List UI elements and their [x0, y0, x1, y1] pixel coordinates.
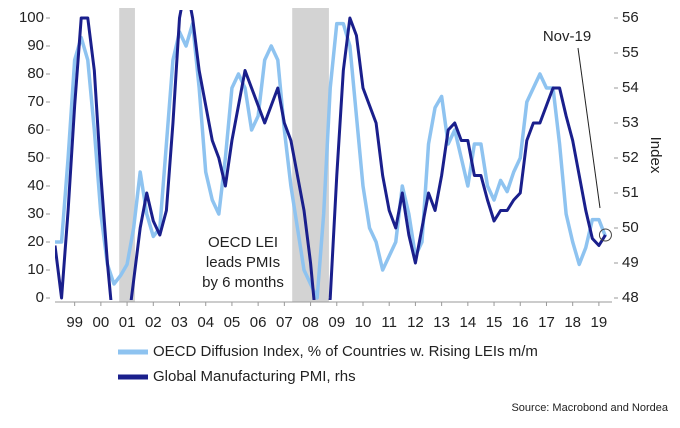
legend-label: OECD Diffusion Index, % of Countries w. …	[153, 343, 538, 360]
plot-area	[55, 10, 608, 300]
annotation: Nov-19	[543, 28, 591, 45]
annotation: by 6 months	[202, 274, 284, 291]
annotation-arrow	[577, 47, 601, 209]
x-tick-label: 12	[407, 314, 424, 331]
x-tick-label: 15	[486, 314, 503, 331]
x-tick-label: 04	[197, 314, 214, 331]
y-tick-label: 90	[27, 37, 44, 54]
y2-tick-label: 55	[622, 44, 639, 61]
x-tick-label: 03	[171, 314, 188, 331]
y2-tick-label: 51	[622, 184, 639, 201]
y-tick-label: 0	[36, 289, 44, 306]
y-tick-label: 30	[27, 205, 44, 222]
y2-axis-label: Index	[647, 137, 664, 174]
x-tick-label: 06	[250, 314, 267, 331]
annotation: leads PMIs	[206, 254, 280, 271]
y2-tick-label: 48	[622, 289, 639, 306]
x-tick-label: 16	[512, 314, 529, 331]
x-tick-label: 19	[591, 314, 608, 331]
x-tick-label: 13	[433, 314, 450, 331]
annotation: OECD LEI	[208, 234, 278, 251]
legend-label: Global Manufacturing PMI, rhs	[153, 368, 356, 385]
y2-tick-label: 53	[622, 114, 639, 131]
x-tick-label: 14	[459, 314, 476, 331]
y-tick-label: 10	[27, 261, 44, 278]
x-tick-label: 02	[145, 314, 162, 331]
x-tick-label: 10	[355, 314, 372, 331]
shaded-period	[119, 8, 135, 302]
x-tick-label: 08	[302, 314, 319, 331]
y2-tick-label: 56	[622, 9, 639, 26]
y-tick-label: 50	[27, 149, 44, 166]
y-tick-label: 20	[27, 233, 44, 250]
series-line	[55, 10, 607, 300]
x-tick-label: 05	[224, 314, 241, 331]
x-tick-label: 99	[66, 314, 83, 331]
x-tick-label: 01	[119, 314, 136, 331]
highlight-circle	[598, 228, 612, 242]
y-tick-label: 40	[27, 177, 44, 194]
series-line	[55, 21, 608, 300]
x-tick-label: 09	[328, 314, 345, 331]
y-tick-label: 60	[27, 121, 44, 138]
source: Source: Macrobond and Nordea	[511, 402, 668, 414]
y2-tick-label: 52	[622, 149, 639, 166]
x-tick-label: 00	[93, 314, 110, 331]
y2-tick-label: 49	[622, 254, 639, 271]
y-tick-label: 100	[19, 9, 44, 26]
y-tick-label: 80	[27, 65, 44, 82]
x-tick-label: 11	[381, 314, 397, 331]
x-tick-label: 07	[276, 314, 293, 331]
x-tick-label: 17	[538, 314, 555, 331]
y2-tick-label: 54	[622, 79, 639, 96]
y2-tick-label: 50	[622, 219, 639, 236]
x-tick-label: 18	[564, 314, 581, 331]
y-tick-label: 70	[27, 93, 44, 110]
